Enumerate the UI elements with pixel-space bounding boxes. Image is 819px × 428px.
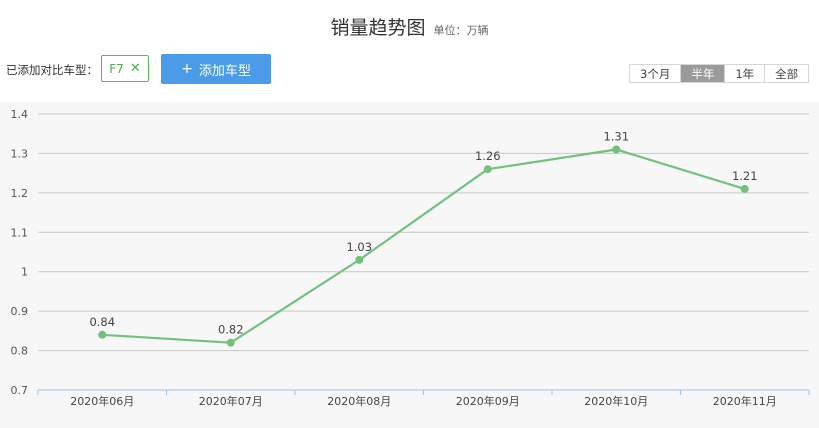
data-point[interactable] xyxy=(226,338,235,347)
model-chip-f7[interactable]: F7 ✕ xyxy=(101,55,149,82)
tab-all[interactable]: 全部 xyxy=(764,65,809,82)
y-tick-label: 1 xyxy=(21,266,28,279)
data-label: 1.26 xyxy=(475,149,501,163)
plus-icon: + xyxy=(181,61,193,77)
data-point[interactable] xyxy=(98,330,107,339)
data-point[interactable] xyxy=(612,145,621,154)
data-point[interactable] xyxy=(355,255,364,264)
close-icon[interactable]: ✕ xyxy=(129,61,141,76)
x-tick-label: 2020年06月 xyxy=(70,394,134,408)
tab-1-year[interactable]: 1年 xyxy=(724,65,765,82)
data-point[interactable] xyxy=(740,184,749,193)
data-label: 1.03 xyxy=(346,240,372,254)
chart-header: 销量趋势图 单位：万辆 xyxy=(0,13,819,40)
unit-label: 单位：万辆 xyxy=(433,24,489,37)
chart-title: 销量趋势图 xyxy=(330,17,426,39)
x-tick-label: 2020年11月 xyxy=(713,394,777,408)
add-model-button[interactable]: + 添加车型 xyxy=(161,54,271,84)
tab-3-months[interactable]: 3个月 xyxy=(630,65,681,82)
data-label: 0.82 xyxy=(218,323,244,337)
chart-area xyxy=(0,102,819,428)
data-label: 0.84 xyxy=(89,315,115,329)
y-tick-label: 0.9 xyxy=(11,305,29,318)
data-point[interactable] xyxy=(483,165,492,174)
time-range-tabs: 3个月 半年 1年 全部 xyxy=(629,64,810,83)
data-label: 1.21 xyxy=(732,169,758,183)
x-tick-label: 2020年07月 xyxy=(199,394,263,408)
tab-half-year[interactable]: 半年 xyxy=(680,65,725,82)
add-model-label: 添加车型 xyxy=(198,63,251,79)
model-chip-label: F7 xyxy=(109,61,124,76)
x-tick-label: 2020年08月 xyxy=(327,394,391,408)
added-models-label: 已添加对比车型： xyxy=(6,63,98,77)
y-tick-label: 1.2 xyxy=(11,187,29,200)
y-tick-label: 1.3 xyxy=(11,147,29,160)
y-tick-label: 0.7 xyxy=(11,384,29,397)
data-label: 1.31 xyxy=(603,129,629,143)
x-tick-label: 2020年09月 xyxy=(456,394,520,408)
y-tick-label: 0.8 xyxy=(11,345,29,358)
series-line xyxy=(102,148,746,344)
y-tick-label: 1.4 xyxy=(11,108,29,121)
x-tick-label: 2020年10月 xyxy=(584,394,648,408)
y-tick-label: 1.1 xyxy=(11,226,29,239)
